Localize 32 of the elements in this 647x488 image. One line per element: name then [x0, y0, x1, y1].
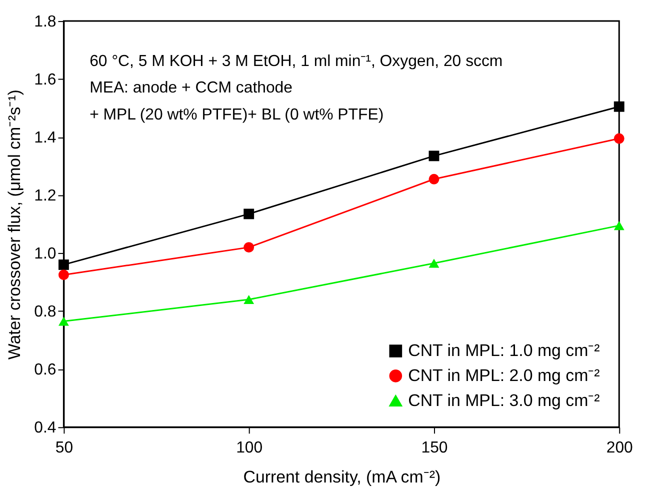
- point: [614, 101, 624, 112]
- y-tick-label: 0.6: [34, 362, 56, 379]
- y-tick-label: 1.2: [34, 188, 56, 205]
- annotation: 60 °C, 5 M KOH + 3 M EtOH, 1 ml min⁻¹, Oxygen, 20 sccm: [90, 52, 503, 70]
- x-axis-title: Current density, (mA cm⁻²): [243, 467, 441, 486]
- point: [58, 270, 69, 280]
- point: [428, 258, 440, 268]
- legend-label: CNT in MPL: 1.0 mg cm⁻²: [408, 340, 600, 360]
- point: [244, 242, 254, 253]
- y-tick-label: 1.0: [34, 246, 56, 263]
- legend-label: CNT in MPL: 2.0 mg cm⁻²: [408, 366, 600, 385]
- point: [244, 208, 254, 220]
- x-tick-label: 200: [606, 440, 634, 457]
- point: [244, 295, 254, 304]
- y-tick-label: 1.4: [34, 130, 56, 147]
- point: [614, 221, 624, 230]
- x-tick-label: 150: [421, 440, 448, 457]
- y-tick-label: 1.8: [34, 14, 56, 31]
- point: [58, 259, 69, 270]
- point: [58, 316, 69, 326]
- y-tick-label: 0.8: [34, 304, 56, 321]
- point: [428, 150, 440, 162]
- annotation: MEA: anode + CCM cathode: [90, 80, 293, 97]
- legend-label: CNT in MPL: 3.0 mg cm⁻²: [408, 390, 600, 410]
- x-tick-label: 100: [236, 440, 263, 457]
- point: [428, 174, 440, 184]
- point: [614, 133, 624, 144]
- y-axis-title: Water crossover flux, (μmol cm⁻²s⁻¹): [5, 90, 24, 360]
- annotation: + MPL (20 wt% PTFE)+ BL (0 wt% PTFE): [90, 106, 384, 124]
- y-tick-label: 1.6: [34, 72, 56, 89]
- x-tick-label: 50: [55, 440, 74, 457]
- y-tick-label: 0.4: [34, 420, 56, 437]
